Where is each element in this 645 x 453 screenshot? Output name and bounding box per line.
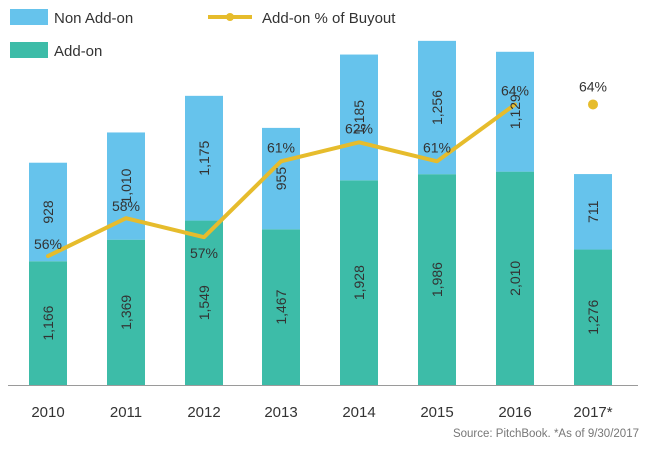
x-tick-label-2012: 2012 (187, 404, 220, 421)
add-on-pct-line (46, 102, 517, 259)
x-tick-label-2016: 2016 (498, 404, 531, 421)
value-label-non-add-on-2012: 1,175 (196, 140, 212, 175)
legend-label-non-add-on: Non Add-on (54, 10, 133, 27)
value-label-add-on-2014: 1,928 (351, 265, 367, 300)
pct-label-2010: 56% (34, 236, 62, 252)
bar-add-on-2013 (262, 229, 300, 385)
legend-swatch-non-add-on (10, 9, 48, 25)
value-label-non-add-on-2013: 955 (273, 167, 289, 191)
value-label-non-add-on-2017*: 711 (585, 200, 601, 223)
bar-non-add-on-2010 (29, 162, 67, 262)
legend-label-add-on-pct: Add-on % of Buyout (262, 10, 396, 27)
bar-non-add-on-2014 (340, 54, 378, 181)
value-label-non-add-on-2014: 1,185 (351, 100, 367, 135)
pct-label-2011: 58% (112, 198, 140, 214)
value-label-add-on-2010: 1,166 (40, 305, 56, 340)
bar-add-on-2017* (574, 249, 612, 385)
pct-label-2013: 61% (267, 139, 295, 155)
x-tick-label-2010: 2010 (31, 404, 64, 421)
bar-non-add-on-2013 (262, 127, 300, 230)
add-on-pct-marker-2017* (588, 99, 598, 110)
pct-label-2016: 64% (501, 82, 529, 98)
legend-label-add-on: Add-on (54, 43, 102, 60)
bar-add-on-2010 (29, 261, 67, 385)
pct-label-2012: 57% (190, 245, 218, 261)
legend-line-marker (226, 13, 234, 21)
value-label-non-add-on-2015: 1,256 (429, 90, 445, 125)
legend-swatch-add-on (10, 42, 48, 58)
pct-label-2014: 62% (345, 120, 373, 136)
source-note: Source: PitchBook. *As of 9/30/2017 (452, 428, 639, 440)
legend: Non Add-on Add-on Add-on % of Buyout (10, 9, 396, 60)
value-label-add-on-2012: 1,549 (196, 285, 212, 320)
pct-label-2015: 61% (423, 139, 451, 155)
value-label-non-add-on-2016: 1,129 (507, 94, 523, 129)
x-tick-labels: 2010 2011 2012 2013 2014 2015 2016 2017* (31, 404, 612, 421)
value-label-non-add-on-2010: 928 (40, 200, 56, 224)
value-label-add-on-2017*: 1,276 (585, 300, 601, 335)
bar-add-on-2015 (418, 174, 456, 385)
bar-add-on-2016 (496, 171, 534, 385)
labels-layer: 1,166 928 1,369 1,010 1,549 1,175 1,467 955 1,92… (40, 90, 601, 341)
bar-add-on-2014 (340, 180, 378, 385)
value-label-add-on-2011: 1,369 (118, 295, 134, 330)
x-tick-label-2014: 2014 (342, 404, 375, 421)
bar-add-on-2012 (185, 220, 223, 385)
x-tick-label-2017*: 2017* (573, 404, 612, 421)
value-label-non-add-on-2011: 1,010 (118, 168, 134, 203)
x-tick-label-2011: 2011 (110, 404, 142, 421)
x-tick-label-2013: 2013 (264, 404, 297, 421)
pct-label-2017*: 64% (579, 78, 607, 94)
line-layer: 56% 58% 57% 61% 62% 61% 64% 64% (34, 78, 607, 261)
value-label-add-on-2013: 1,467 (273, 289, 289, 324)
bar-non-add-on-2012 (185, 95, 223, 221)
bars-layer (29, 40, 612, 385)
value-label-add-on-2016: 2,010 (507, 261, 523, 296)
bar-add-on-2011 (107, 239, 145, 385)
x-tick-label-2015: 2015 (420, 404, 453, 421)
bar-non-add-on-2017* (574, 174, 612, 250)
value-label-add-on-2015: 1,986 (429, 262, 445, 297)
